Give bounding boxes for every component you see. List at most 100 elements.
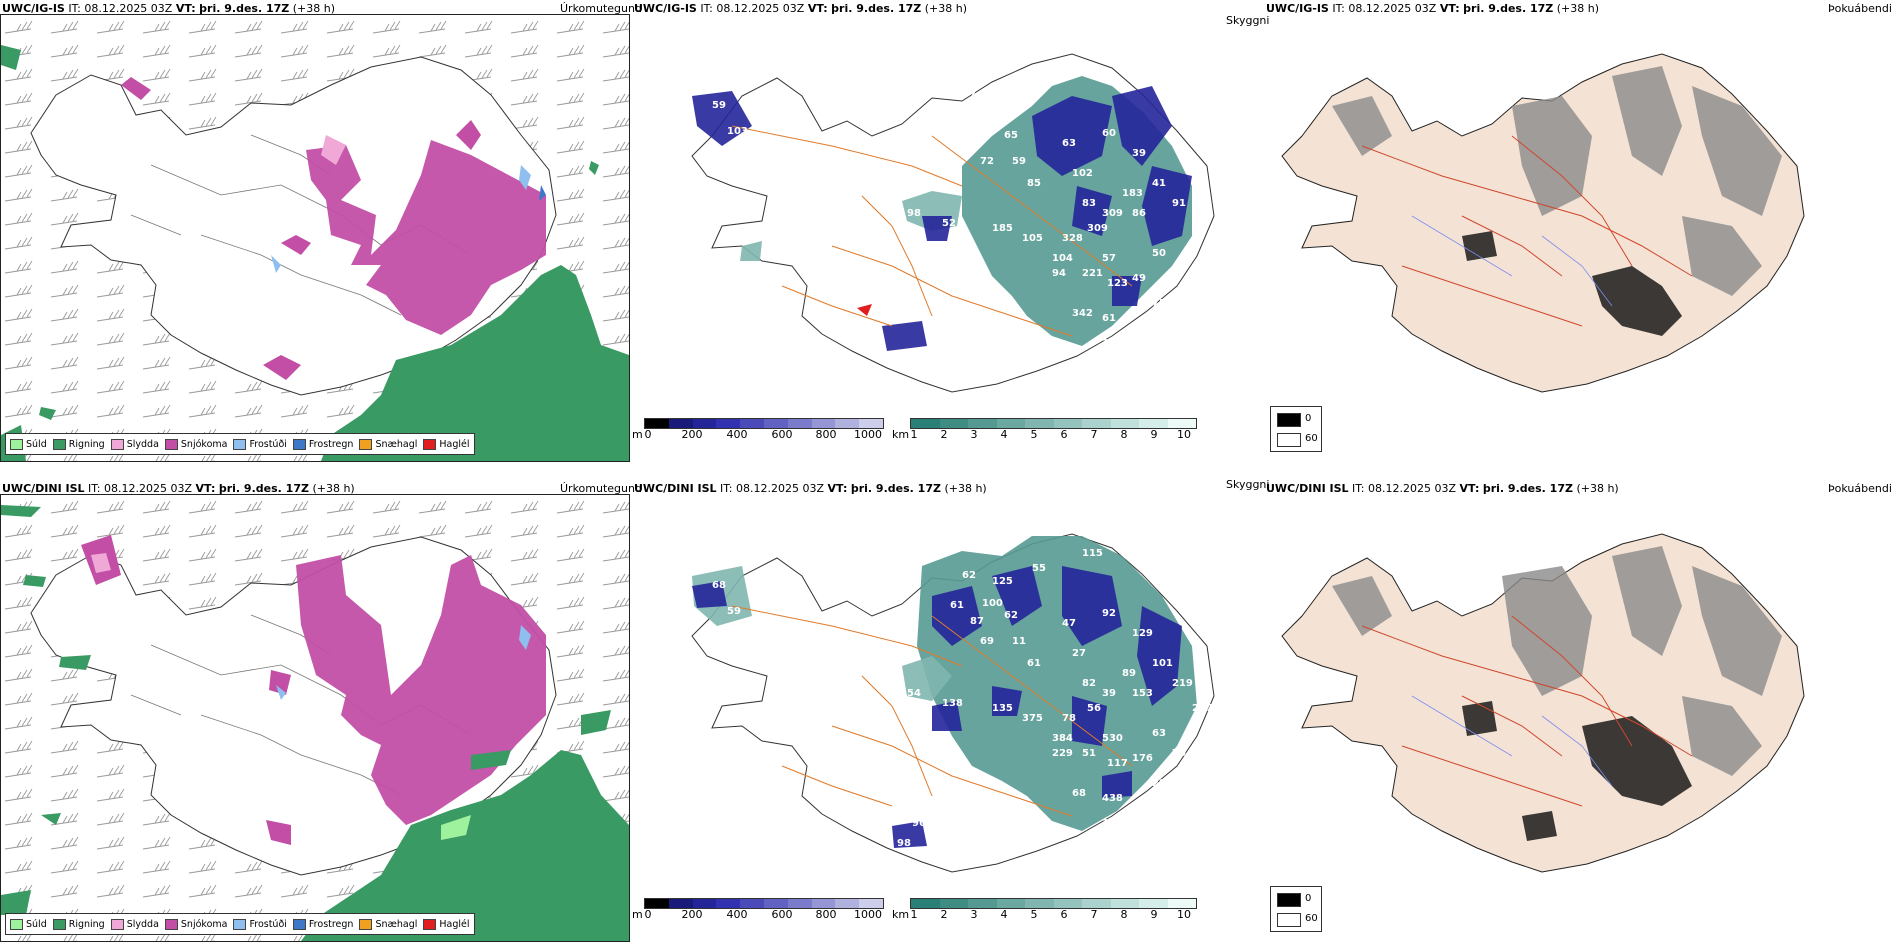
legend-item: Snæhagl [359,918,417,930]
valid-time: þri. 9.des. 17Z [1463,2,1554,15]
legend-item: Rigning [52,918,105,930]
visibility-value-label: 105 [1022,233,1043,244]
visibility-value-label: 39 [1102,688,1116,699]
colorbar-segment [811,419,836,428]
lead-time: (+38 h) [292,2,336,15]
panel-header: UWC/DINI ISL IT: 08.12.2025 03Z VT: þri.… [634,482,987,495]
fog-map [1281,53,1805,393]
visibility-value-label: 194 [1082,68,1103,79]
legend-swatch [233,438,247,450]
visibility-value-label: 98 [897,838,911,849]
visibility-value-label: 68 [1072,788,1086,799]
init-time: 08.12.2025 03Z [1368,482,1457,495]
colorbar-segment [996,899,1025,908]
colorbar-segment [668,419,693,428]
visibility-tick: 8 [1120,428,1128,441]
visibility-value-label: 103 [727,126,748,137]
visibility-tick: 6 [1060,428,1068,441]
colorbar-segment [835,899,860,908]
fog-index-panel: UWC/IG-IS IT: 08.12.2025 03Z VT: þri. 9.… [1262,0,1900,470]
visibility-tick: 9 [1150,428,1158,441]
visibility-value-label: 72 [980,156,994,167]
visibility-value-label: 138 [942,698,963,709]
legend-item: Slydda [110,918,159,930]
legend-swatch [233,918,247,930]
visibility-value-label: 63 [1152,728,1166,739]
valid-time: þri. 9.des. 17Z [850,482,941,495]
fog-legend-swatch [1277,893,1301,907]
visibility-value-label: 129 [1132,628,1153,639]
visibility-unit: km [892,428,910,441]
fog-index-panel: UWC/DINI ISL IT: 08.12.2025 03Z VT: þri.… [1262,480,1900,950]
valid-label: VT: [195,482,216,495]
legend-label: Frostregn [308,918,354,930]
visibility-value-label: 82 [1082,678,1096,689]
visibility-value-label: 438 [1102,793,1123,804]
visibility-tick: 4 [1000,428,1008,441]
visibility-value-label: 153 [1102,818,1123,829]
colorbar-segment [668,899,693,908]
init-label: IT: [88,482,101,495]
visibility-value-label: 69 [980,636,994,647]
visibility-value-label: 375 [1022,713,1043,724]
colorbar-segment [968,899,997,908]
lead-time: (+38 h) [1556,2,1600,15]
model-name: UWC/IG-IS [634,2,697,15]
visibility-tick: 4 [1000,908,1008,921]
elevation-tick: 600 [771,908,793,921]
fog-legend: 0 60 [1270,886,1322,932]
lead-time: (+38 h) [924,2,968,15]
valid-time: þri. 9.des. 17Z [1482,482,1573,495]
legend-item: Slydda [110,438,159,450]
visibility-value-label: 65 [1004,130,1018,141]
legend-item: Frostregn [292,438,353,450]
colorbar-segment [645,899,669,908]
visibility-value-label: 61 [1027,658,1041,669]
visibility-tick: 1 [910,908,918,921]
legend-item: Snjókoma [164,918,227,930]
precip-map-frame: Súld Rigning Slydda Snjókoma Frostúði Fr… [0,14,630,462]
precip-type-panel: UWC/IG-IS IT: 08.12.2025 03Z VT: þri. 9.… [0,0,642,470]
visibility-tick: 2 [940,908,948,921]
visibility-value-label: 57 [1192,223,1206,234]
init-time: 08.12.2025 03Z [716,2,805,15]
legend-swatch [423,438,437,450]
visibility-value-label: 62 [962,570,976,581]
panel-title: Þokuábendi [1828,2,1892,15]
visibility-tick: 8 [1120,908,1128,921]
visibility-value-label: 100 [982,598,1003,609]
lead-time: (+38 h) [312,482,355,495]
visibility-value-label: 27 [1072,648,1086,659]
visibility-unit: km [892,908,910,921]
visibility-value-label: 283 [1152,778,1173,789]
legend-swatch [52,918,66,930]
visibility-value-label: 278 [932,850,953,861]
visibility-map [691,53,1215,393]
colorbar-segment [1167,899,1196,908]
legend-swatch [52,438,66,450]
fog-legend: 0 60 [1270,406,1322,452]
visibility-value-label: 714 [897,358,918,369]
visibility-value-label: 50 [1152,248,1166,259]
visibility-value-label: 96 [912,818,926,829]
visibility-tick: 3 [970,908,978,921]
visibility-value-label: 54 [907,688,921,699]
valid-time: þri. 9.des. 17Z [199,2,290,15]
visibility-tick: 7 [1090,428,1098,441]
elevation-unit: m [632,428,643,441]
colorbar-segment [859,419,883,428]
model-name: UWC/IG-IS [2,2,65,15]
legend-swatch [10,438,23,450]
colorbar-segment [859,899,883,908]
visibility-value-label: 78 [1062,713,1076,724]
visibility-strip [910,418,1197,429]
panel-header: UWC/IG-IS IT: 08.12.2025 03Z VT: þri. 9.… [634,2,967,15]
model-name: UWC/DINI ISL [2,482,85,495]
legend-item: Súld [10,918,47,930]
forecast-row-dini: UWC/DINI ISL IT: 08.12.2025 03Z VT: þri.… [0,478,1900,950]
colorbar-segment [1025,419,1054,428]
visibility-value-label: 61 [1102,313,1116,324]
panel-title: Úrkomutegund [560,2,642,15]
precip-map [1,495,629,941]
legend-label: Haglél [439,918,470,930]
